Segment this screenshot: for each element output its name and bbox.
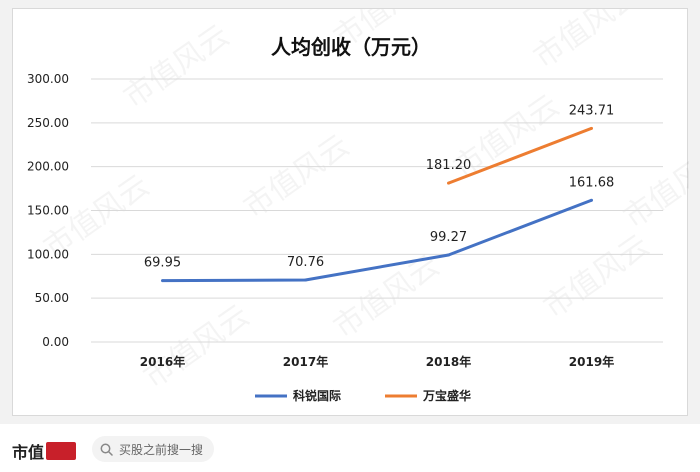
data-label: 70.76 (287, 255, 324, 270)
data-label: 243.71 (569, 103, 615, 118)
y-tick-label: 150.00 (27, 204, 69, 218)
chart-title: 人均创收（万元） (271, 35, 431, 59)
legend-label: 科锐国际 (293, 388, 341, 403)
data-label: 99.27 (430, 230, 467, 245)
y-tick-label: 250.00 (27, 116, 69, 130)
x-tick-label: 2019年 (569, 354, 614, 369)
search-box[interactable]: 买股之前搜一搜 (92, 436, 214, 462)
y-tick-label: 200.00 (27, 160, 69, 174)
footer-bar: 市值 买股之前搜一搜 (0, 424, 700, 472)
y-tick-label: 300.00 (27, 72, 69, 86)
data-point (447, 181, 450, 185)
data-label: 181.20 (426, 158, 472, 173)
y-tick-label: 0.00 (42, 335, 69, 349)
data-point (590, 198, 593, 202)
watermark-text: 市值风云 (138, 298, 256, 395)
watermark-text: 市值风云 (538, 228, 656, 325)
x-tick-label: 2018年 (426, 354, 471, 369)
chart-frame: 市值风云市值风云市值风云市值风云市值风云市值风云市值风云市值风云市值风云市值风云… (12, 8, 689, 416)
data-point (447, 253, 450, 257)
line-chart: 市值风云市值风云市值风云市值风云市值风云市值风云市值风云市值风云市值风云市值风云… (27, 9, 689, 403)
legend-label: 万宝盛华 (422, 388, 471, 403)
brand-seal-icon (46, 442, 77, 460)
y-tick-label: 50.00 (35, 291, 69, 305)
watermark-text: 市值风云 (118, 18, 236, 115)
watermark-text: 市值风云 (328, 248, 446, 345)
brand-logo[interactable]: 市值 (12, 439, 77, 463)
watermark-text: 市值风云 (618, 138, 689, 235)
x-tick-label: 2017年 (283, 354, 328, 369)
series-line-1 (447, 126, 593, 185)
data-point (161, 279, 164, 283)
search-icon (100, 443, 113, 456)
x-tick-label: 2016年 (140, 354, 185, 369)
data-point (304, 278, 307, 282)
data-label: 69.95 (144, 256, 181, 271)
y-tick-label: 100.00 (27, 247, 69, 261)
brand-name: 市值 (12, 443, 45, 462)
watermark-text: 市值风云 (528, 9, 646, 76)
data-point (590, 126, 593, 130)
search-placeholder: 买股之前搜一搜 (119, 442, 204, 457)
data-label: 161.68 (569, 175, 615, 190)
series-line-0 (162, 198, 593, 283)
